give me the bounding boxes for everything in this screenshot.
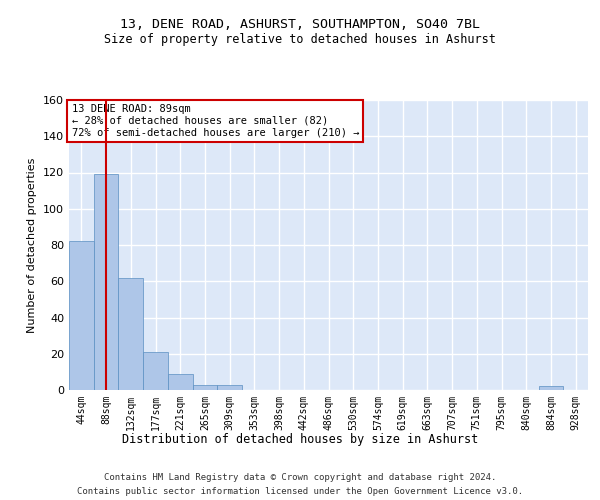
Text: 13, DENE ROAD, ASHURST, SOUTHAMPTON, SO40 7BL: 13, DENE ROAD, ASHURST, SOUTHAMPTON, SO4… xyxy=(120,18,480,30)
Bar xyxy=(69,242,94,390)
Text: Distribution of detached houses by size in Ashurst: Distribution of detached houses by size … xyxy=(122,432,478,446)
Text: Contains HM Land Registry data © Crown copyright and database right 2024.: Contains HM Land Registry data © Crown c… xyxy=(104,472,496,482)
Bar xyxy=(193,384,217,390)
Bar xyxy=(143,352,168,390)
Bar xyxy=(217,384,242,390)
Text: Size of property relative to detached houses in Ashurst: Size of property relative to detached ho… xyxy=(104,32,496,46)
Text: 13 DENE ROAD: 89sqm
← 28% of detached houses are smaller (82)
72% of semi-detach: 13 DENE ROAD: 89sqm ← 28% of detached ho… xyxy=(71,104,359,138)
Text: Contains public sector information licensed under the Open Government Licence v3: Contains public sector information licen… xyxy=(77,488,523,496)
Bar xyxy=(539,386,563,390)
Bar xyxy=(118,278,143,390)
Bar xyxy=(94,174,118,390)
Bar xyxy=(168,374,193,390)
Y-axis label: Number of detached properties: Number of detached properties xyxy=(28,158,37,332)
